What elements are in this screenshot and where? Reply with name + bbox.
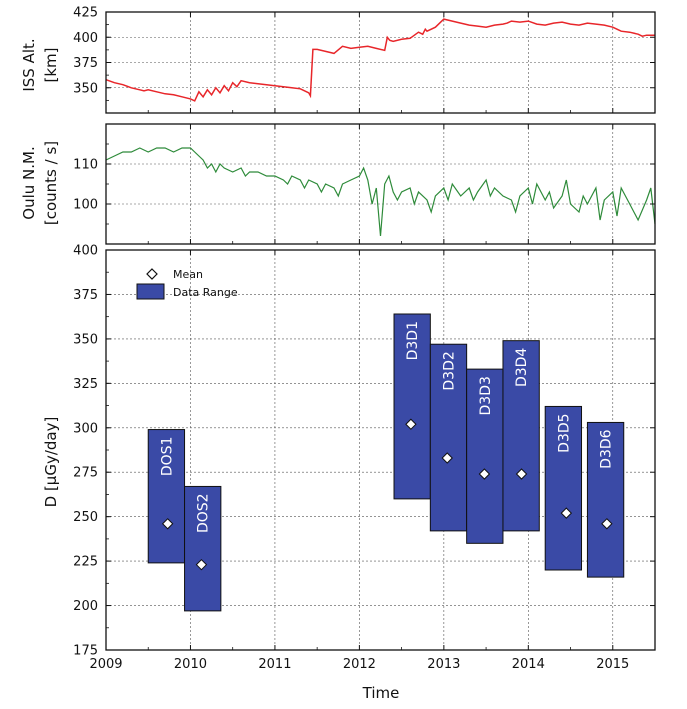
iss-altitude-line [105, 18, 655, 102]
oulu-nm-frame [105, 123, 656, 245]
oulu-nm-ytick-label: 100 [73, 198, 98, 213]
mean-marker-dos2 [195, 558, 208, 571]
oulu-nm-ytick-label: 110 [73, 158, 98, 173]
mean-marker-d3d2 [441, 452, 453, 464]
oulu-nm-panel: 100 110 Oulu N.M. [counts / s] [20, 123, 656, 245]
oulu-nm-ylabel-line1: Oulu N.M. [20, 146, 38, 219]
dose-xtick-label: 2012 [343, 657, 376, 672]
bar-label-dos1: DOS1 [159, 437, 175, 477]
dose-ytick-label: 225 [73, 555, 98, 570]
bar-label-d3d6: D3D6 [599, 429, 615, 468]
oulu-nm-ticks: 100 110 [73, 123, 655, 245]
dose-xtick-label: 2014 [512, 657, 545, 672]
range-bar-d3d2 [429, 343, 468, 532]
dose-ylabel: D [µGy/day] [42, 417, 60, 508]
bar-label-d3d3: D3D3 [478, 376, 494, 415]
dose-xtick-label: 2013 [427, 657, 460, 672]
legend-range-label: Data Range [173, 286, 238, 299]
oulu-nm-line [105, 147, 656, 237]
bar-label-dos2: DOS2 [196, 493, 212, 533]
bar-label-d3d1: D3D1 [405, 321, 421, 360]
legend-range-swatch [136, 283, 165, 300]
mean-marker-d3d6 [601, 518, 613, 530]
iss-altitude-ylabel-line2: [km] [42, 47, 60, 82]
range-bar-d3d6 [586, 421, 625, 578]
dose-panel: DOS1 DOS2 D3D1 D3D2 D3D3 D3D4 D3D5 D3D6 175 200 2… [42, 244, 656, 702]
range-bar-d3d3 [466, 368, 504, 544]
dose-ticks: 175 200 225 250 275 300 325 350 375 400 2009 2010 20… [73, 244, 655, 672]
bar-label-d3d2: D3D2 [441, 351, 457, 390]
dose-ytick-label: 300 [73, 421, 98, 436]
range-bar-d3d5 [544, 405, 583, 571]
dose-ytick-label: 325 [73, 377, 98, 392]
range-bar-d3d4 [502, 340, 540, 532]
bar-label-d3d5: D3D5 [556, 413, 572, 452]
oulu-nm-ylabel-line2: [counts / s] [42, 141, 60, 225]
dose-xtick-label: 2011 [258, 657, 291, 672]
mean-marker-d3d3 [478, 468, 491, 480]
range-bar-dos1 [147, 429, 186, 564]
legend-mean-label: Mean [173, 268, 203, 281]
dose-xtick-label: 2015 [596, 657, 629, 672]
iss-altitude-ylabel-line1: ISS Alt. [20, 38, 38, 91]
dose-xtick-label: 2009 [89, 657, 122, 672]
legend: Mean Data Range [136, 268, 238, 300]
mean-marker-dos1 [161, 518, 174, 530]
dose-ytick-label: 175 [73, 644, 98, 659]
iss-altitude-ytick-label: 375 [73, 56, 98, 71]
dose-ytick-label: 375 [73, 288, 98, 303]
mean-marker-d3d1 [405, 418, 417, 430]
iss-altitude-ytick-label: 350 [73, 81, 98, 96]
iss-altitude-ticks: 350 375 400 425 [73, 6, 655, 114]
dose-ytick-label: 200 [73, 599, 98, 614]
legend-mean-marker [146, 268, 158, 280]
bar-label-d3d4: D3D4 [514, 348, 530, 387]
dose-ytick-label: 275 [73, 466, 98, 481]
iss-altitude-ytick-label: 400 [73, 31, 98, 46]
dose-xtick-label: 2010 [174, 657, 207, 672]
iss-altitude-ytick-label: 425 [73, 6, 98, 21]
dose-xlabel: Time [362, 684, 400, 702]
range-bar-dos2 [184, 485, 222, 612]
dose-ytick-label: 350 [73, 332, 98, 347]
dose-ytick-label: 250 [73, 510, 98, 525]
mean-marker-d3d5 [560, 507, 573, 519]
dose-ytick-label: 400 [73, 244, 98, 259]
range-bar-d3d1 [393, 313, 431, 500]
dose-bars: DOS1 DOS2 D3D1 D3D2 D3D3 D3D4 D3D5 D3D6 [147, 313, 625, 612]
mean-marker-d3d4 [515, 468, 528, 480]
iss-altitude-panel: 350 375 400 425 ISS Alt. [km] [20, 6, 656, 114]
iss-altitude-grid [106, 12, 655, 113]
oulu-nm-grid [106, 124, 655, 244]
